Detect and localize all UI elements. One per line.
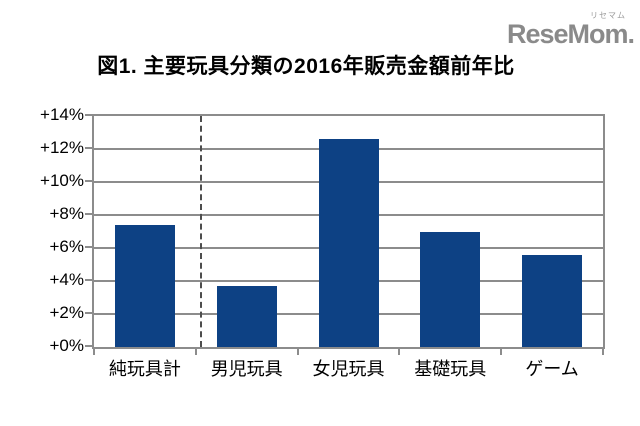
x-category-label: 基礎玩具 <box>414 359 487 379</box>
y-tick-label: +8% <box>49 204 85 223</box>
y-tick-mark <box>85 180 92 182</box>
y-tick-label: +14% <box>40 105 84 124</box>
category-separator-dashed-line <box>199 116 202 347</box>
bar-女児玩具 <box>318 139 379 347</box>
x-category-label: 女児玩具 <box>312 359 385 379</box>
logo-ruby-text: リセマム <box>590 11 626 20</box>
y-tick-mark <box>85 213 92 215</box>
y-tick-label: +6% <box>49 237 85 256</box>
logo-wordmark: ReseMom. <box>506 19 635 49</box>
plot-area <box>92 114 605 349</box>
bar-ゲーム <box>522 254 583 347</box>
bar-男児玩具 <box>216 285 277 347</box>
resemom-logo: リセマム ReseMom. <box>506 11 635 49</box>
chart-title: 図1. 主要玩具分類の2016年販売金額前年比 <box>97 55 515 78</box>
y-tick-mark <box>85 345 92 347</box>
y-tick-mark <box>85 279 92 281</box>
y-tick-mark <box>85 312 92 314</box>
x-tick-mark <box>296 349 299 355</box>
y-tick-mark <box>85 246 92 248</box>
bar-基礎玩具 <box>420 231 481 347</box>
y-tick-label: +2% <box>49 303 85 322</box>
x-tick-mark <box>500 349 503 355</box>
y-tick-label: +4% <box>49 270 85 289</box>
x-category-label: 男児玩具 <box>210 359 283 379</box>
x-category-label: ゲーム <box>525 359 579 379</box>
x-tick-mark <box>602 349 604 355</box>
y-tick-mark <box>85 147 92 149</box>
x-category-label: 純玩具計 <box>108 359 181 379</box>
y-tick-label: +0% <box>49 336 85 355</box>
x-tick-mark <box>93 349 95 355</box>
y-tick-label: +12% <box>40 138 84 157</box>
y-tick-mark <box>85 114 92 116</box>
x-tick-mark <box>194 349 197 355</box>
y-tick-label: +10% <box>40 171 84 190</box>
x-tick-mark <box>398 349 401 355</box>
bar-純玩具計 <box>114 224 175 347</box>
